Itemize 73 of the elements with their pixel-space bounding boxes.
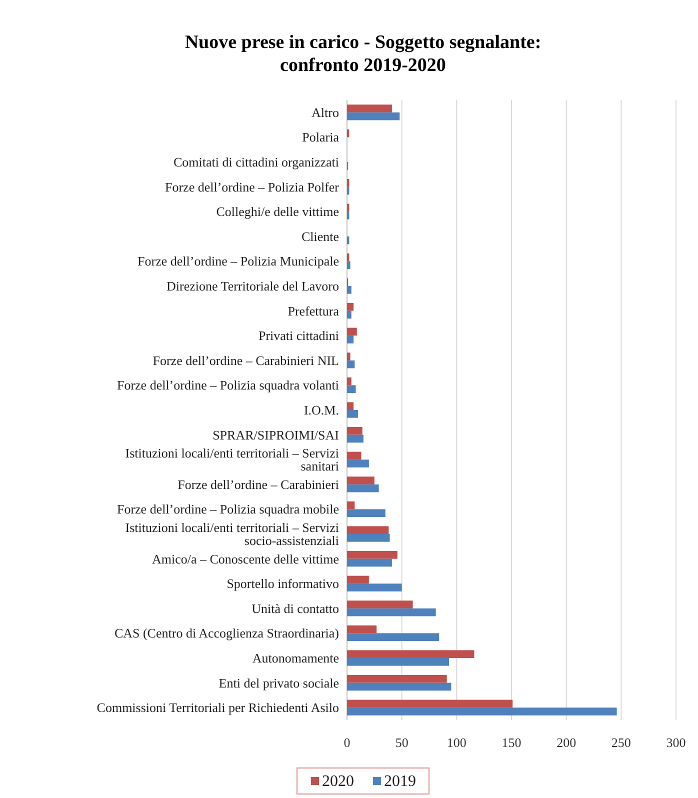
x-tick-label: 100 xyxy=(446,735,466,750)
bar xyxy=(347,452,362,460)
bar xyxy=(347,460,369,468)
y-tick-label: I.O.M. xyxy=(304,402,339,418)
bar xyxy=(347,476,374,484)
bar xyxy=(347,625,377,634)
bar xyxy=(347,112,400,120)
bar xyxy=(347,509,386,518)
bar xyxy=(347,352,350,360)
y-tick-label: Prefettura xyxy=(288,303,340,318)
y-tick-label: Forze dell’ordine – Carabinieri NIL xyxy=(152,352,340,368)
y-tick-label: Forze dell’ordine – Polizia squadra volanti xyxy=(116,378,340,393)
y-tick-label: Forze dell’ordine – Polizia squadra mobile xyxy=(116,502,340,517)
bar xyxy=(347,658,449,666)
y-tick-label: Autonomamente xyxy=(252,650,340,666)
y-tick-label: SPRAR/SIPROIMI/SAI xyxy=(212,427,339,442)
bar xyxy=(347,526,389,534)
y-tick-label: Enti del privato sociale xyxy=(218,675,340,690)
bar xyxy=(347,534,390,542)
legend-label: 2019 xyxy=(384,773,416,790)
bar xyxy=(347,484,379,492)
y-tick-label: Istituzioni locali/enti territoriali – Servizi sanitari xyxy=(125,446,340,474)
bar xyxy=(347,336,354,344)
bar xyxy=(347,558,392,567)
x-tick-label: 0 xyxy=(344,735,350,750)
y-tick-label: Direzione Territoriale del Lavoro xyxy=(166,278,339,294)
y-tick-label: Forze dell’ordine – Carabinieri xyxy=(178,476,340,492)
bar xyxy=(347,584,402,592)
bar xyxy=(347,434,364,443)
bar xyxy=(347,360,355,368)
x-tick-label: 200 xyxy=(556,735,576,750)
x-tick-label: 150 xyxy=(502,735,522,750)
bar xyxy=(347,700,513,708)
bar xyxy=(347,608,436,616)
bar xyxy=(347,302,354,311)
y-tick-label: Commissioni Territoriali per Richiedenti Asilo xyxy=(96,700,339,716)
bar xyxy=(347,600,413,608)
y-tick-label: Cliente xyxy=(301,228,340,244)
legend-label: 2020 xyxy=(322,773,354,790)
chart-title: Nuove prese in carico - Soggetto segnalante: confronto 2019-2020 xyxy=(184,32,542,76)
x-tick-label: 250 xyxy=(611,735,631,750)
bar xyxy=(347,310,352,319)
y-tick-label: Polaria xyxy=(302,130,340,145)
bar xyxy=(347,633,440,642)
bar xyxy=(347,550,398,559)
bar xyxy=(347,261,350,270)
y-tick-label: Sportello informativo xyxy=(226,576,339,592)
bar xyxy=(347,385,356,394)
bar xyxy=(347,674,447,683)
y-tick-label: Colleghi/e delle vittime xyxy=(216,204,340,220)
bar xyxy=(347,682,452,691)
bar xyxy=(347,328,357,336)
bar xyxy=(347,576,369,584)
bar xyxy=(347,426,362,435)
y-tick-label: CAS (Centro di Accoglienza Straordinaria) xyxy=(114,626,339,641)
y-tick-label: Istituzioni locali/enti territoriali – Servizi socio-assistenziali xyxy=(125,520,340,548)
bar xyxy=(347,650,474,658)
bar xyxy=(347,286,352,294)
y-tick-label: Amico/a – Conoscente delle vittime xyxy=(152,551,340,566)
y-tick-label: Unità di contatto xyxy=(252,600,339,616)
bar xyxy=(347,104,392,112)
bar xyxy=(347,377,352,386)
y-tick-label: Forze dell’ordine – Polizia Municipale xyxy=(138,254,340,269)
y-tick-label: Altro xyxy=(312,104,339,120)
y-tick-label: Forze dell’ordine – Polizia Polfer xyxy=(164,179,340,194)
x-tick-label: 300 xyxy=(666,735,686,750)
bar xyxy=(347,501,355,510)
y-tick-label: Privati cittadini xyxy=(258,328,340,344)
bar xyxy=(347,410,358,418)
bar xyxy=(347,402,354,410)
x-tick-label: 50 xyxy=(395,735,408,750)
y-tick-label: Comitati di cittadini organizzati xyxy=(174,154,340,170)
bar xyxy=(347,708,617,716)
